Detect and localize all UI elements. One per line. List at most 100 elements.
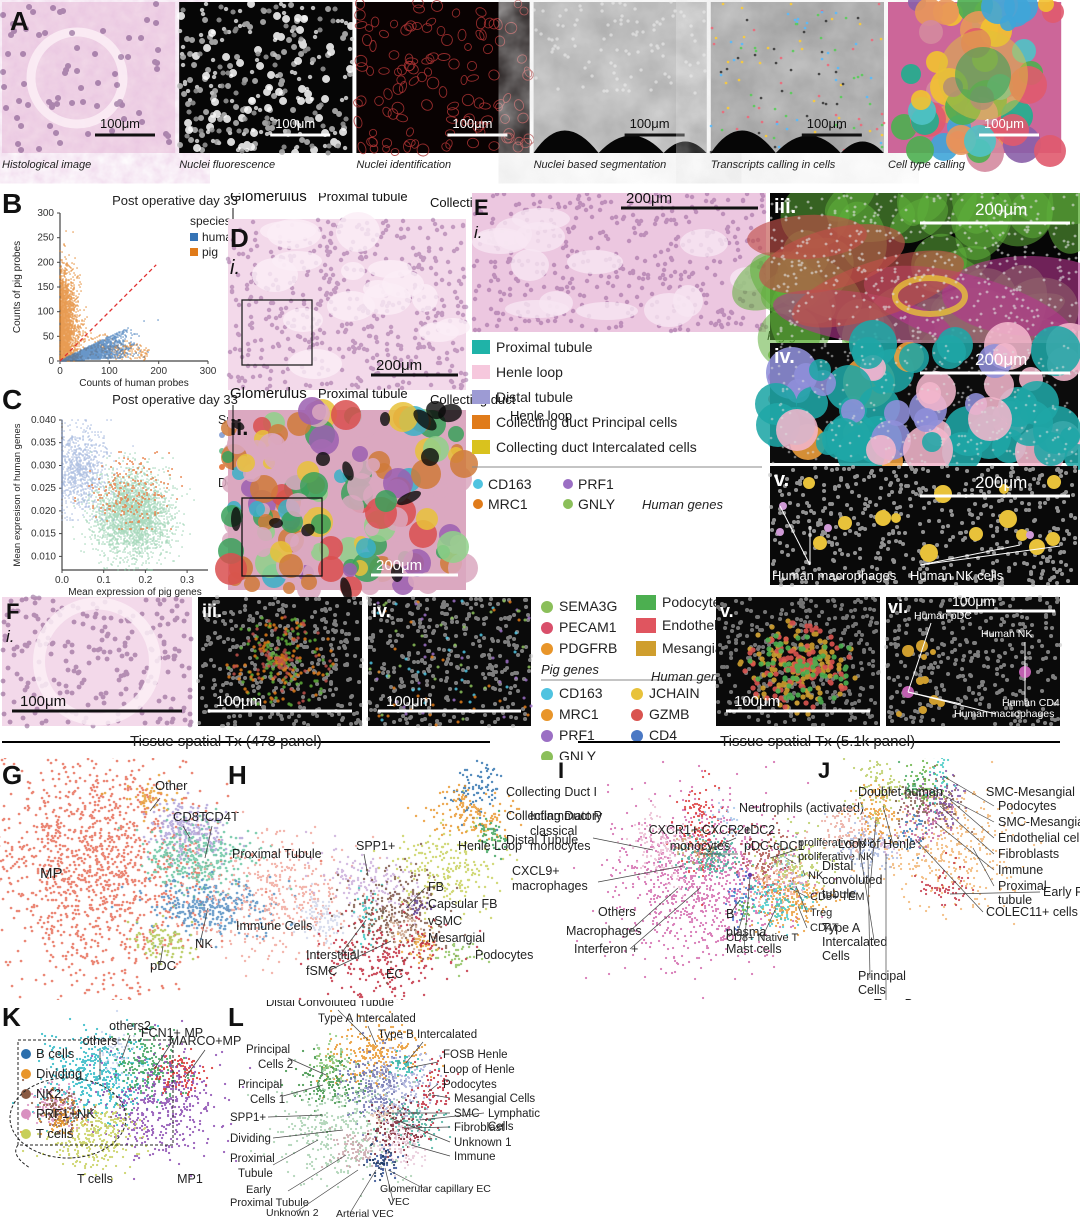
svg-text:Glomerulus: Glomerulus <box>230 385 307 402</box>
svg-text:Immune: Immune <box>998 863 1043 877</box>
svg-text:Distal Convoluted Tubule: Distal Convoluted Tubule <box>266 1000 394 1009</box>
svg-text:Post operative day 33: Post operative day 33 <box>112 193 238 208</box>
svg-text:0.1: 0.1 <box>97 575 111 586</box>
svg-text:Unknown 2: Unknown 2 <box>266 1207 319 1219</box>
svg-text:Transcripts calling in cells: Transcripts calling in cells <box>711 159 836 171</box>
svg-text:100μm: 100μm <box>630 116 670 131</box>
svg-text:Mesangial Cells: Mesangial Cells <box>454 1093 535 1105</box>
svg-text:tubule: tubule <box>998 893 1032 907</box>
svg-text:200: 200 <box>37 257 54 268</box>
svg-text:Tissue spatial Tx (5.1k panel): Tissue spatial Tx (5.1k panel) <box>720 733 915 750</box>
svg-text:J: J <box>818 758 830 783</box>
svg-text:Podocytes: Podocytes <box>475 948 533 962</box>
svg-text:PDGFRB: PDGFRB <box>559 640 617 656</box>
svg-text:150: 150 <box>37 282 54 293</box>
svg-text:i.: i. <box>230 257 240 279</box>
svg-text:others: others <box>83 1034 118 1048</box>
svg-text:Cells: Cells <box>858 983 886 997</box>
svg-text:D: D <box>230 223 249 253</box>
svg-text:Neutrophils (activated): Neutrophils (activated) <box>739 801 864 815</box>
svg-text:VEC: VEC <box>388 1196 410 1208</box>
svg-text:Dividing: Dividing <box>230 1133 271 1145</box>
svg-text:SEMA3G: SEMA3G <box>559 598 617 614</box>
svg-text:Type A: Type A <box>822 921 861 935</box>
svg-text:100: 100 <box>101 366 118 377</box>
svg-text:iv.: iv. <box>372 601 391 621</box>
svg-text:Pig genes: Pig genes <box>541 662 599 677</box>
svg-text:FOSB Henle: FOSB Henle <box>443 1049 508 1061</box>
svg-text:100: 100 <box>37 307 54 318</box>
svg-text:100μm: 100μm <box>734 693 780 710</box>
svg-text:100μm: 100μm <box>452 116 492 131</box>
svg-text:L: L <box>228 1002 244 1032</box>
svg-text:Type A Intercalated: Type A Intercalated <box>318 1013 416 1025</box>
svg-text:Lymphatic: Lymphatic <box>488 1108 540 1120</box>
svg-text:200μm: 200μm <box>376 357 422 374</box>
svg-text:species: species <box>190 214 231 228</box>
svg-text:vi.: vi. <box>888 597 908 617</box>
svg-text:MP: MP <box>40 865 63 882</box>
svg-text:0: 0 <box>57 366 63 377</box>
svg-text:Nuclei based segmentation: Nuclei based segmentation <box>534 159 667 171</box>
svg-text:Principal: Principal <box>238 1079 282 1091</box>
svg-text:Principal: Principal <box>858 969 906 983</box>
svg-text:Glomerulus: Glomerulus <box>230 193 307 205</box>
svg-text:CD4: CD4 <box>649 727 677 743</box>
svg-text:Collecting duct Intercalated c: Collecting duct Intercalated cells <box>496 439 697 455</box>
svg-text:macrophages: macrophages <box>512 879 588 893</box>
svg-text:SMC-Mesangial: SMC-Mesangial <box>986 785 1075 799</box>
svg-text:MRC1: MRC1 <box>559 706 599 722</box>
svg-text:CD4T: CD4T <box>205 809 239 824</box>
svg-text:monocytes: monocytes <box>670 839 730 853</box>
svg-text:Arterial VEC: Arterial VEC <box>336 1208 394 1219</box>
svg-text:Early: Early <box>246 1184 272 1196</box>
svg-text:SMC-Mesangial: SMC-Mesangial <box>998 815 1080 829</box>
svg-text:200μm: 200μm <box>376 557 422 574</box>
svg-text:Human NK: Human NK <box>981 628 1032 640</box>
svg-text:200μm: 200μm <box>975 350 1027 369</box>
svg-text:Podocytes: Podocytes <box>998 799 1056 813</box>
svg-text:pDC: pDC <box>150 958 176 973</box>
svg-text:Tubule: Tubule <box>238 1168 273 1180</box>
svg-text:50: 50 <box>43 331 55 342</box>
svg-text:F: F <box>6 599 19 624</box>
svg-text:CD163: CD163 <box>559 685 603 701</box>
svg-text:Human macrophages: Human macrophages <box>772 568 897 583</box>
svg-text:0.030: 0.030 <box>31 461 56 472</box>
svg-text:0.040: 0.040 <box>31 415 56 426</box>
svg-text:Type B Intercalated: Type B Intercalated <box>378 1029 477 1041</box>
svg-text:Counts of human probes: Counts of human probes <box>79 378 189 389</box>
svg-text:monocytes: monocytes <box>530 839 590 853</box>
svg-text:0: 0 <box>48 356 54 367</box>
svg-text:Tissue spatial Tx (478 panel): Tissue spatial Tx (478 panel) <box>130 733 322 750</box>
svg-text:i.: i. <box>6 627 15 646</box>
svg-text:C: C <box>2 384 22 415</box>
svg-text:K: K <box>2 1002 21 1032</box>
svg-text:Cells: Cells <box>822 949 850 963</box>
svg-text:CXCR1+ CXCR2+: CXCR1+ CXCR2+ <box>649 823 752 837</box>
svg-text:Human NK cells: Human NK cells <box>910 568 1004 583</box>
svg-text:100μm: 100μm <box>952 593 995 609</box>
svg-text:I: I <box>558 758 564 783</box>
svg-text:Mesangial: Mesangial <box>428 931 485 945</box>
svg-text:0.010: 0.010 <box>31 551 56 562</box>
svg-text:cDC2: cDC2 <box>744 823 775 837</box>
svg-text:PRF1+NK: PRF1+NK <box>36 1106 95 1121</box>
svg-text:0.3: 0.3 <box>180 575 194 586</box>
svg-text:Mean expresison of human genes: Mean expresison of human genes <box>12 423 23 566</box>
svg-text:Nuclei identification: Nuclei identification <box>356 159 451 171</box>
svg-text:pDC-cDC1: pDC-cDC1 <box>744 839 804 853</box>
svg-text:100μm: 100μm <box>20 693 66 710</box>
svg-text:Collecting duct Principal cell: Collecting duct Principal cells <box>496 414 677 430</box>
svg-text:100μm: 100μm <box>100 116 140 131</box>
svg-text:Human pDC: Human pDC <box>914 610 972 622</box>
svg-text:Proximal Tubule: Proximal Tubule <box>232 847 322 861</box>
svg-text:Nuclei fluorescence: Nuclei fluorescence <box>179 159 275 171</box>
svg-text:Post operative day 33: Post operative day 33 <box>112 392 238 407</box>
svg-text:CD8T: CD8T <box>173 809 207 824</box>
svg-text:B: B <box>2 193 22 219</box>
svg-text:v.: v. <box>720 601 734 621</box>
svg-text:PRF1: PRF1 <box>578 476 614 492</box>
svg-text:JCHAIN: JCHAIN <box>649 685 700 701</box>
svg-text:Proximal tubule: Proximal tubule <box>318 193 408 204</box>
